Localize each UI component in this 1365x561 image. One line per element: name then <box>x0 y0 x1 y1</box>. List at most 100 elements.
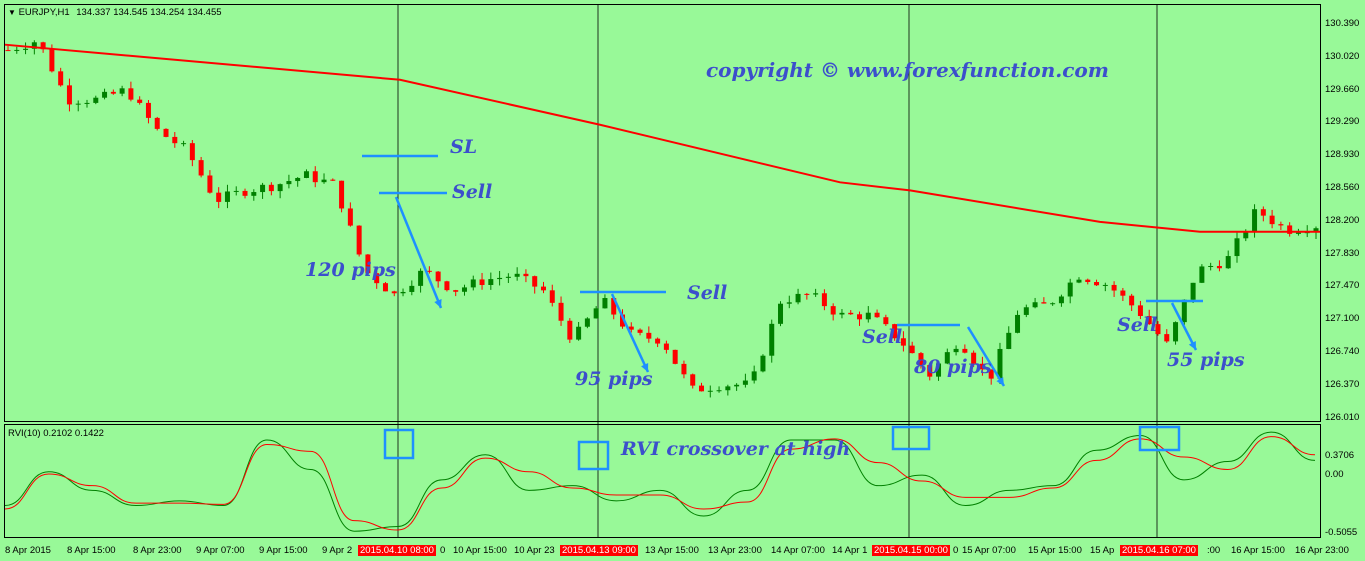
candle-body <box>1260 209 1266 216</box>
arrow-head-icon <box>996 377 1004 386</box>
time-tick: 8 Apr 15:00 <box>67 545 116 556</box>
candle-body <box>418 270 424 286</box>
time-tick: 15 Ap <box>1090 545 1115 556</box>
candle-body <box>927 365 933 377</box>
candle-body <box>470 279 476 288</box>
rvi-signal-line <box>4 436 1316 531</box>
time-tick: 16 Apr 23:00 <box>1295 545 1349 556</box>
sell-label-2: Sell <box>687 282 728 304</box>
candle-body <box>5 50 11 52</box>
candle-body <box>892 324 898 339</box>
candle-body <box>769 323 775 356</box>
candle-body <box>356 225 362 255</box>
candle-body <box>760 355 766 372</box>
candle-body <box>936 363 942 377</box>
candle-body <box>1094 282 1100 286</box>
candle-body <box>540 286 546 291</box>
candle-body <box>145 102 151 118</box>
candle-body <box>1129 295 1135 306</box>
candle-body <box>523 273 529 277</box>
candle-body <box>321 179 327 183</box>
candle-body <box>778 303 784 324</box>
triangle-down-icon[interactable]: ▼ <box>8 8 16 17</box>
candle-body <box>93 97 99 103</box>
candle-body <box>532 276 538 287</box>
candle-body <box>1234 238 1240 257</box>
candle-body <box>1058 296 1064 304</box>
arrow-head-icon <box>434 299 442 308</box>
time-tick: 8 Apr 2015 <box>5 545 51 556</box>
sell-label-1: Sell <box>452 181 493 203</box>
price-tick: 129.660 <box>1325 83 1360 95</box>
candle-body <box>944 352 950 364</box>
pips-label-2: 95 pips <box>575 368 653 390</box>
candle-body <box>1032 302 1038 308</box>
candle-body <box>1208 265 1214 267</box>
candle-body <box>505 276 511 278</box>
marked-time-tag: 2015.04.15 00:00 <box>872 545 950 556</box>
candle-body <box>453 290 459 292</box>
candle-body <box>49 49 55 72</box>
candle-body <box>154 117 160 129</box>
candle-body <box>58 71 64 86</box>
rvi-tick-bottom: -0.5055 <box>1325 527 1358 538</box>
candle-body <box>821 293 827 307</box>
candle-body <box>172 136 178 144</box>
candle-body <box>1313 228 1319 233</box>
time-tick: 9 Apr 2 <box>322 545 353 556</box>
candle-body <box>655 338 661 344</box>
candle-body <box>1287 225 1293 234</box>
candle-body <box>1050 303 1056 305</box>
time-tick: 16 Apr 15:00 <box>1231 545 1285 556</box>
candle-body <box>1006 332 1012 349</box>
candle-body <box>865 312 871 320</box>
candle-body <box>1225 256 1231 269</box>
candle-body <box>1164 334 1170 342</box>
time-tick: 0 <box>440 545 446 556</box>
arrow-line <box>1170 302 1198 351</box>
candle-body <box>128 88 134 100</box>
candle-body <box>953 348 959 353</box>
candle-body <box>1023 307 1029 315</box>
candle-body <box>181 143 187 145</box>
arrow-head-icon <box>1188 341 1196 350</box>
sl-label: SL <box>450 136 478 158</box>
arrow-line <box>610 293 650 373</box>
candle-body <box>1243 231 1249 239</box>
candle-body <box>1146 315 1152 325</box>
watermark: copyright © www.forexfunction.com <box>706 58 1109 82</box>
candle-body <box>1102 284 1108 286</box>
candle-body <box>365 254 371 274</box>
candle-body <box>110 91 116 94</box>
candle-body <box>1076 279 1082 283</box>
candle-body <box>567 320 573 340</box>
candle-body <box>742 380 748 385</box>
candle-body <box>277 184 283 192</box>
candle-body <box>303 171 309 178</box>
candle-body <box>330 179 336 181</box>
candle-body <box>216 192 222 202</box>
candle-body <box>339 180 345 209</box>
rvi-indicator-pane[interactable] <box>4 424 1321 538</box>
price-chart-pane[interactable] <box>4 4 1321 422</box>
crossover-highlight-box <box>577 440 610 471</box>
price-tick: 128.930 <box>1325 149 1360 161</box>
price-tick: 128.560 <box>1325 182 1360 193</box>
price-tick: 127.100 <box>1325 313 1360 325</box>
pips-label-4: 55 pips <box>1167 349 1245 371</box>
candle-body <box>725 386 731 391</box>
candle-body <box>619 314 625 327</box>
candle-body <box>497 277 503 280</box>
candle-body <box>707 390 713 392</box>
candle-body <box>1041 302 1047 304</box>
candle-body <box>224 191 230 202</box>
candle-body <box>1137 305 1143 316</box>
pips-label-1: 120 pips <box>305 259 396 281</box>
candle-body <box>646 332 652 339</box>
candle-body <box>593 308 599 319</box>
time-tick: :00 <box>1207 545 1221 556</box>
candle-body <box>400 291 406 294</box>
rvi-tick-top: 0.3706 <box>1325 450 1355 461</box>
candle-body <box>857 314 863 320</box>
crossover-highlight-box <box>891 425 931 451</box>
